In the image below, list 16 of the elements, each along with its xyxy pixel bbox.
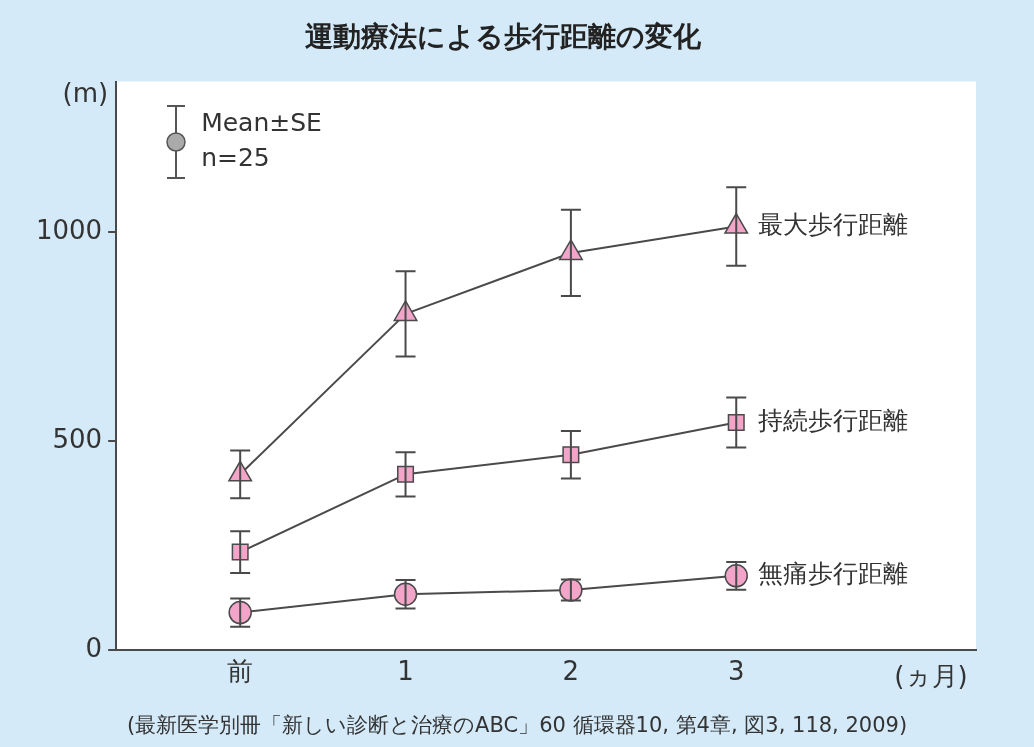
annotation: n=25 [201,143,270,173]
text: (最新医学別冊「新しい診断と治療のABC」60 循環器10, 第4章, 図3, 118, 2009) [126,713,908,738]
series-label: 最大歩行距離 [758,210,909,240]
x-tick-label: 1 [397,656,414,687]
x-tick-label: 3 [727,656,745,687]
series-label: 持続歩行距離 [758,406,909,436]
x-tick-label: 2 [562,656,580,687]
series-label: 無痛歩行距離 [758,559,909,589]
x-axis-title: (ヵ月) [894,660,968,691]
annotation: Mean±SE [201,108,322,138]
y-axis-title: (m) [62,78,109,109]
chart-title: 運動療法による歩行距離の変化 [305,20,702,54]
y-tick-label: 0 [85,632,103,663]
x-tick-label: 前 [227,656,254,687]
y-tick-label: 1000 [36,214,103,245]
y-tick-label: 500 [52,423,103,454]
